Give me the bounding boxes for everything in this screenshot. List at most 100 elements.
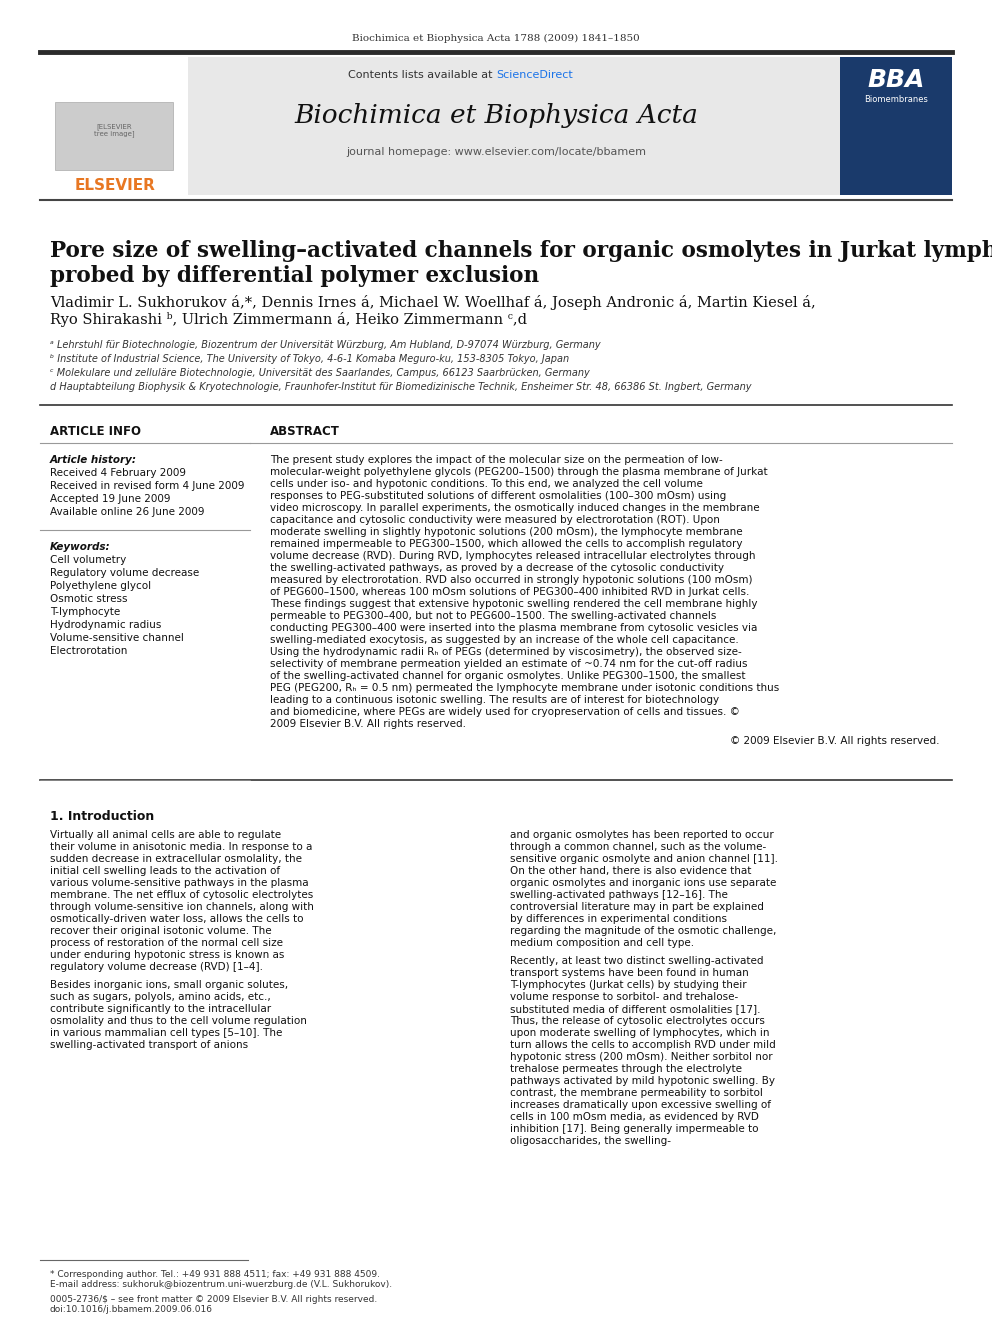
Text: by differences in experimental conditions: by differences in experimental condition…: [510, 914, 727, 923]
Text: contribute significantly to the intracellular: contribute significantly to the intracel…: [50, 1004, 271, 1013]
Text: leading to a continuous isotonic swelling. The results are of interest for biote: leading to a continuous isotonic swellin…: [270, 695, 719, 705]
Text: [ELSEVIER
tree image]: [ELSEVIER tree image]: [93, 123, 134, 138]
Text: cells under iso- and hypotonic conditions. To this end, we analyzed the cell vol: cells under iso- and hypotonic condition…: [270, 479, 703, 490]
Text: upon moderate swelling of lymphocytes, which in: upon moderate swelling of lymphocytes, w…: [510, 1028, 770, 1039]
Text: conducting PEG300–400 were inserted into the plasma membrane from cytosolic vesi: conducting PEG300–400 were inserted into…: [270, 623, 757, 632]
Text: osmolality and thus to the cell volume regulation: osmolality and thus to the cell volume r…: [50, 1016, 307, 1027]
Text: T-lymphocytes (Jurkat cells) by studying their: T-lymphocytes (Jurkat cells) by studying…: [510, 980, 747, 990]
Text: ARTICLE INFO: ARTICLE INFO: [50, 425, 141, 438]
Text: The present study explores the impact of the molecular size on the permeation of: The present study explores the impact of…: [270, 455, 723, 464]
Text: inhibition [17]. Being generally impermeable to: inhibition [17]. Being generally imperme…: [510, 1125, 759, 1134]
Text: such as sugars, polyols, amino acids, etc.,: such as sugars, polyols, amino acids, et…: [50, 992, 271, 1002]
Text: sensitive organic osmolyte and anion channel [11].: sensitive organic osmolyte and anion cha…: [510, 855, 778, 864]
Bar: [40, 57, 952, 194]
Text: ᶜ Molekulare und zelluläre Biotechnologie, Universität des Saarlandes, Campus, 6: ᶜ Molekulare und zelluläre Biotechnologi…: [50, 368, 590, 378]
Text: osmotically-driven water loss, allows the cells to: osmotically-driven water loss, allows th…: [50, 914, 304, 923]
Text: Biochimica et Biophysica Acta 1788 (2009) 1841–1850: Biochimica et Biophysica Acta 1788 (2009…: [352, 33, 640, 42]
Text: under enduring hypotonic stress is known as: under enduring hypotonic stress is known…: [50, 950, 285, 960]
Text: process of restoration of the normal cell size: process of restoration of the normal cel…: [50, 938, 283, 949]
Text: increases dramatically upon excessive swelling of: increases dramatically upon excessive sw…: [510, 1099, 771, 1110]
Text: Cell volumetry: Cell volumetry: [50, 556, 126, 565]
Text: On the other hand, there is also evidence that: On the other hand, there is also evidenc…: [510, 867, 751, 876]
Text: oligosaccharides, the swelling-: oligosaccharides, the swelling-: [510, 1136, 671, 1146]
Text: ᵇ Institute of Industrial Science, The University of Tokyo, 4-6-1 Komaba Meguro-: ᵇ Institute of Industrial Science, The U…: [50, 355, 569, 364]
Text: in various mammalian cell types [5–10]. The: in various mammalian cell types [5–10]. …: [50, 1028, 283, 1039]
Text: through a common channel, such as the volume-: through a common channel, such as the vo…: [510, 841, 766, 852]
Text: measured by electrorotation. RVD also occurred in strongly hypotonic solutions (: measured by electrorotation. RVD also oc…: [270, 576, 753, 585]
Text: controversial literature may in part be explained: controversial literature may in part be …: [510, 902, 764, 912]
Text: Thus, the release of cytosolic electrolytes occurs: Thus, the release of cytosolic electroly…: [510, 1016, 765, 1027]
Text: organic osmolytes and inorganic ions use separate: organic osmolytes and inorganic ions use…: [510, 878, 777, 888]
Text: their volume in anisotonic media. In response to a: their volume in anisotonic media. In res…: [50, 841, 312, 852]
Text: Article history:: Article history:: [50, 455, 137, 464]
Text: pathways activated by mild hypotonic swelling. By: pathways activated by mild hypotonic swe…: [510, 1076, 775, 1086]
Text: contrast, the membrane permeability to sorbitol: contrast, the membrane permeability to s…: [510, 1088, 763, 1098]
Text: Besides inorganic ions, small organic solutes,: Besides inorganic ions, small organic so…: [50, 980, 288, 990]
Text: Received 4 February 2009: Received 4 February 2009: [50, 468, 186, 478]
Text: selectivity of membrane permeation yielded an estimate of ~0.74 nm for the cut-o: selectivity of membrane permeation yield…: [270, 659, 748, 669]
Text: Keywords:: Keywords:: [50, 542, 111, 552]
Text: substituted media of different osmolalities [17].: substituted media of different osmolalit…: [510, 1004, 761, 1013]
Text: of the swelling-activated channel for organic osmolytes. Unlike PEG300–1500, the: of the swelling-activated channel for or…: [270, 671, 746, 681]
Text: remained impermeable to PEG300–1500, which allowed the cells to accomplish regul: remained impermeable to PEG300–1500, whi…: [270, 538, 742, 549]
Text: Biochimica et Biophysica Acta: Biochimica et Biophysica Acta: [294, 102, 698, 127]
Text: Available online 26 June 2009: Available online 26 June 2009: [50, 507, 204, 517]
Text: and organic osmolytes has been reported to occur: and organic osmolytes has been reported …: [510, 830, 774, 840]
Text: Vladimir L. Sukhorukov á,*, Dennis Irnes á, Michael W. Woellhaf á, Joseph Andron: Vladimir L. Sukhorukov á,*, Dennis Irnes…: [50, 295, 815, 327]
Text: regulatory volume decrease (RVD) [1–4].: regulatory volume decrease (RVD) [1–4].: [50, 962, 263, 972]
Text: swelling-activated transport of anions: swelling-activated transport of anions: [50, 1040, 248, 1050]
Text: ELSEVIER: ELSEVIER: [74, 177, 156, 193]
Bar: [840, 57, 952, 194]
Text: © 2009 Elsevier B.V. All rights reserved.: © 2009 Elsevier B.V. All rights reserved…: [730, 736, 940, 746]
Text: Virtually all animal cells are able to regulate: Virtually all animal cells are able to r…: [50, 830, 281, 840]
Text: through volume-sensitive ion channels, along with: through volume-sensitive ion channels, a…: [50, 902, 313, 912]
Text: PEG (PEG200, Rₕ = 0.5 nm) permeated the lymphocyte membrane under isotonic condi: PEG (PEG200, Rₕ = 0.5 nm) permeated the …: [270, 683, 780, 693]
Text: turn allows the cells to accomplish RVD under mild: turn allows the cells to accomplish RVD …: [510, 1040, 776, 1050]
Text: Electrorotation: Electrorotation: [50, 646, 127, 656]
Text: moderate swelling in slightly hypotonic solutions (200 mOsm), the lymphocyte mem: moderate swelling in slightly hypotonic …: [270, 527, 743, 537]
Text: T-lymphocyte: T-lymphocyte: [50, 607, 120, 617]
Text: Regulatory volume decrease: Regulatory volume decrease: [50, 568, 199, 578]
Text: journal homepage: www.elsevier.com/locate/bbamem: journal homepage: www.elsevier.com/locat…: [346, 147, 646, 157]
Text: d Hauptabteilung Biophysik & Kryotechnologie, Fraunhofer-Institut für Biomedizin: d Hauptabteilung Biophysik & Kryotechnol…: [50, 382, 752, 392]
Text: These findings suggest that extensive hypotonic swelling rendered the cell membr: These findings suggest that extensive hy…: [270, 599, 758, 609]
Text: BBA: BBA: [867, 67, 925, 93]
Text: 2009 Elsevier B.V. All rights reserved.: 2009 Elsevier B.V. All rights reserved.: [270, 718, 466, 729]
Text: ScienceDirect: ScienceDirect: [496, 70, 572, 79]
Text: molecular-weight polyethylene glycols (PEG200–1500) through the plasma membrane : molecular-weight polyethylene glycols (P…: [270, 467, 768, 478]
Text: Hydrodynamic radius: Hydrodynamic radius: [50, 620, 162, 630]
Text: membrane. The net efflux of cytosolic electrolytes: membrane. The net efflux of cytosolic el…: [50, 890, 313, 900]
Text: permeable to PEG300–400, but not to PEG600–1500. The swelling-activated channels: permeable to PEG300–400, but not to PEG6…: [270, 611, 716, 620]
Text: volume decrease (RVD). During RVD, lymphocytes released intracellular electrolyt: volume decrease (RVD). During RVD, lymph…: [270, 550, 756, 561]
Text: Recently, at least two distinct swelling-activated: Recently, at least two distinct swelling…: [510, 957, 764, 966]
Text: Using the hydrodynamic radii Rₕ of PEGs (determined by viscosimetry), the observ: Using the hydrodynamic radii Rₕ of PEGs …: [270, 647, 742, 658]
Text: initial cell swelling leads to the activation of: initial cell swelling leads to the activ…: [50, 867, 280, 876]
Text: capacitance and cytosolic conductivity were measured by electrorotation (ROT). U: capacitance and cytosolic conductivity w…: [270, 515, 720, 525]
Text: video microscopy. In parallel experiments, the osmotically induced changes in th: video microscopy. In parallel experiment…: [270, 503, 760, 513]
Text: Pore size of swelling–activated channels for organic osmolytes in Jurkat lymphoc: Pore size of swelling–activated channels…: [50, 239, 992, 287]
Text: regarding the magnitude of the osmotic challenge,: regarding the magnitude of the osmotic c…: [510, 926, 777, 935]
Text: of PEG600–1500, whereas 100 mOsm solutions of PEG300–400 inhibited RVD in Jurkat: of PEG600–1500, whereas 100 mOsm solutio…: [270, 587, 749, 597]
Text: sudden decrease in extracellular osmolality, the: sudden decrease in extracellular osmolal…: [50, 855, 302, 864]
Text: * Corresponding author. Tel.: +49 931 888 4511; fax: +49 931 888 4509.
E-mail ad: * Corresponding author. Tel.: +49 931 88…: [50, 1270, 392, 1290]
Text: swelling-mediated exocytosis, as suggested by an increase of the whole cell capa: swelling-mediated exocytosis, as suggest…: [270, 635, 739, 646]
Text: Volume-sensitive channel: Volume-sensitive channel: [50, 632, 184, 643]
Text: recover their original isotonic volume. The: recover their original isotonic volume. …: [50, 926, 272, 935]
Text: Contents lists available at: Contents lists available at: [348, 70, 496, 79]
Text: Accepted 19 June 2009: Accepted 19 June 2009: [50, 493, 171, 504]
Text: Osmotic stress: Osmotic stress: [50, 594, 128, 605]
Text: responses to PEG-substituted solutions of different osmolalities (100–300 mOsm) : responses to PEG-substituted solutions o…: [270, 491, 726, 501]
Text: hypotonic stress (200 mOsm). Neither sorbitol nor: hypotonic stress (200 mOsm). Neither sor…: [510, 1052, 773, 1062]
Text: trehalose permeates through the electrolyte: trehalose permeates through the electrol…: [510, 1064, 742, 1074]
Text: swelling-activated pathways [12–16]. The: swelling-activated pathways [12–16]. The: [510, 890, 728, 900]
Text: medium composition and cell type.: medium composition and cell type.: [510, 938, 694, 949]
Text: various volume-sensitive pathways in the plasma: various volume-sensitive pathways in the…: [50, 878, 309, 888]
Text: ᵃ Lehrstuhl für Biotechnologie, Biozentrum der Universität Würzburg, Am Hubland,: ᵃ Lehrstuhl für Biotechnologie, Biozentr…: [50, 340, 600, 351]
Bar: [40, 57, 188, 194]
Text: volume response to sorbitol- and trehalose-: volume response to sorbitol- and trehalo…: [510, 992, 738, 1002]
Text: cells in 100 mOsm media, as evidenced by RVD: cells in 100 mOsm media, as evidenced by…: [510, 1113, 759, 1122]
Text: Polyethylene glycol: Polyethylene glycol: [50, 581, 151, 591]
Text: Biomembranes: Biomembranes: [864, 95, 928, 105]
Text: 0005-2736/$ – see front matter © 2009 Elsevier B.V. All rights reserved.
doi:10.: 0005-2736/$ – see front matter © 2009 El…: [50, 1295, 377, 1314]
Text: 1. Introduction: 1. Introduction: [50, 810, 154, 823]
